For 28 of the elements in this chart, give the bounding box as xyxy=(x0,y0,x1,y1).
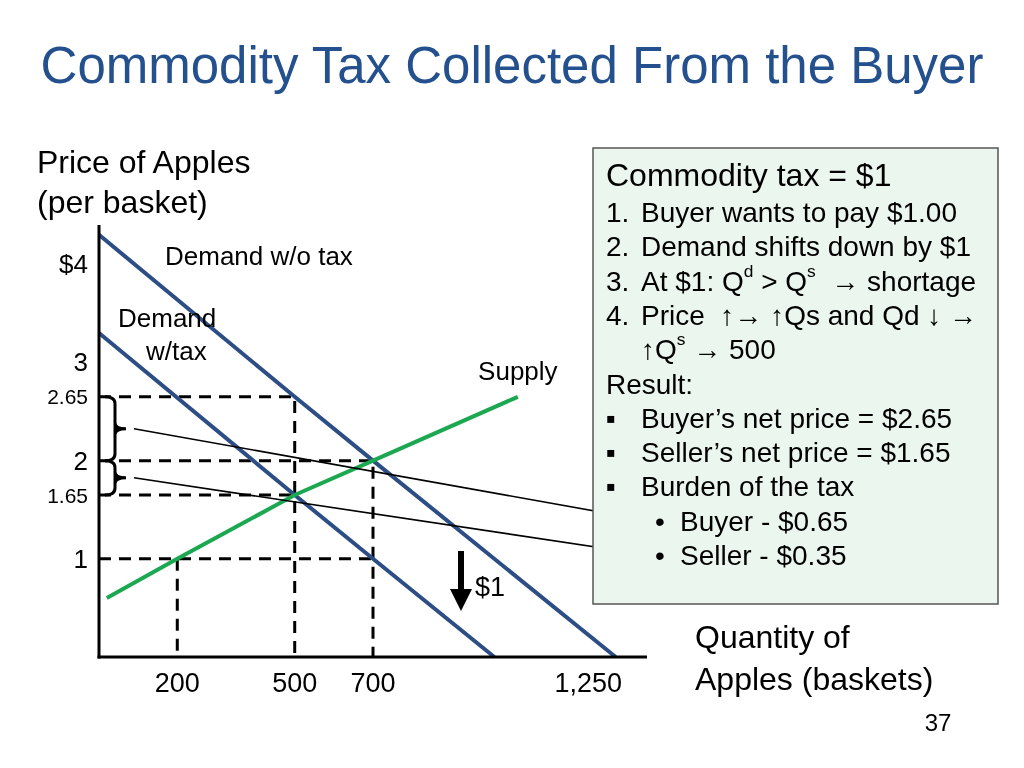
annotation: 4. Price ↑→ ↑Qs and Qd ↓ → xyxy=(606,299,978,331)
text: 37 xyxy=(924,708,952,736)
annotation: ▪ Buyer’s net price = $2.65 xyxy=(606,402,953,434)
annotation: 2. Demand shifts down by $1 xyxy=(606,230,971,262)
text: • Buyer - $0.65 xyxy=(655,505,849,537)
annotation: ▪ Burden of the tax xyxy=(606,470,855,502)
text: • Seller - $0.35 xyxy=(655,539,847,571)
x-tick-label: 200 xyxy=(154,668,200,698)
y-axis-title: Price of Apples (per basket) xyxy=(37,144,251,220)
text: Commodity tax = $1 xyxy=(606,157,892,193)
y-tick-label: 1.65 xyxy=(47,483,88,507)
annotation: ↑Q$^{s}$ → 500 xyxy=(641,329,776,365)
annotation: ▪ Seller’s net price = $1.65 xyxy=(606,436,951,468)
series-label: Demand w/o tax xyxy=(165,240,353,271)
y-tick-label: 2.65 xyxy=(47,385,88,409)
x-tick-label: 700 xyxy=(350,668,396,698)
annotation: $1 xyxy=(475,572,506,602)
x-tick-label: 1,250 xyxy=(554,668,623,698)
annotation: 1. Buyer wants to pay $1.00 xyxy=(606,196,957,228)
y-tick-label: 3 xyxy=(73,347,88,378)
chart-title: Commodity Tax Collected From the Buyer xyxy=(40,36,984,94)
x-axis-title: Quantity of Apples (baskets) xyxy=(695,619,934,697)
y-tick-label: $4 xyxy=(59,249,88,280)
annotation: Result: xyxy=(606,368,694,399)
y-tick-label: 2 xyxy=(73,445,88,476)
x-tick-label: 500 xyxy=(272,668,318,698)
series-label: Supply xyxy=(478,355,558,386)
y-tick-label: 1 xyxy=(73,543,88,574)
